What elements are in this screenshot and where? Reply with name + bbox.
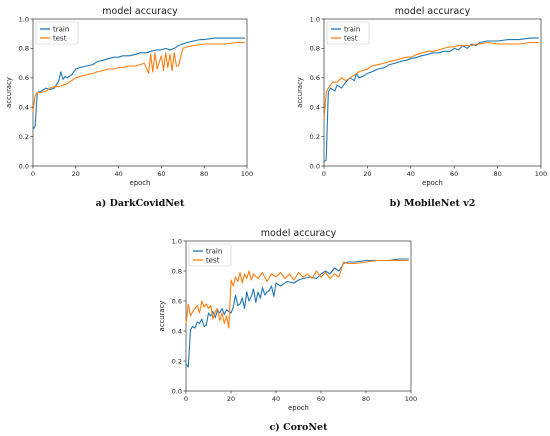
x-tick-label: 20 — [363, 170, 371, 178]
x-tick-label: 100 — [405, 395, 417, 403]
x-axis-label: epoch — [288, 404, 309, 412]
legend-label-train: train — [206, 247, 222, 255]
y-tick-label: 0.8 — [172, 267, 182, 275]
x-tick-label: 0 — [31, 170, 35, 178]
chart-2: model accuracy 0 20 40 60 80 100 0.0 0.2 0.4 0.6 0.… — [296, 6, 547, 209]
y-axis-label: accuracy — [296, 77, 304, 108]
x-axis-label: epoch — [422, 179, 443, 187]
x-tick-label: 20 — [72, 170, 80, 178]
y-tick-label: 0.6 — [172, 297, 182, 305]
y-tick-label: 0.4 — [19, 104, 29, 112]
legend-label-test: test — [53, 34, 67, 42]
y-tick-label: 1.0 — [19, 15, 29, 23]
y-tick-label: 1.0 — [310, 15, 320, 23]
x-tick-label: 20 — [227, 395, 235, 403]
legend-label-train: train — [344, 25, 360, 33]
legend-label-train: train — [53, 25, 69, 33]
plot-frame — [185, 240, 412, 392]
series-line-train — [323, 37, 539, 163]
x-tick-label: 60 — [157, 170, 165, 178]
y-tick-label: 0.2 — [172, 357, 182, 365]
plot-frame — [323, 18, 542, 167]
y-tick-label: 0.6 — [19, 74, 29, 82]
legend-label-test: test — [206, 256, 220, 264]
x-tick-label: 80 — [200, 170, 208, 178]
x-tick-label: 0 — [184, 395, 188, 403]
y-tick-label: 0.8 — [310, 45, 320, 53]
chart-caption: b) MobileNet v2 — [390, 198, 476, 209]
y-tick-label: 0.8 — [19, 45, 29, 53]
y-axis-label: accuracy — [5, 77, 13, 108]
x-tick-label: 80 — [493, 170, 501, 178]
y-tick-label: 0.2 — [19, 133, 29, 141]
y-tick-label: 0.0 — [310, 162, 320, 170]
series-line-test — [185, 259, 409, 329]
chart-title: model accuracy — [261, 228, 337, 239]
chart-3: model accuracy 0 20 40 60 80 100 0.0 0.2 0.4 0.6 0.… — [158, 228, 417, 433]
x-tick-label: 40 — [407, 170, 415, 178]
y-tick-label: 1.0 — [172, 237, 182, 245]
x-tick-label: 40 — [272, 395, 280, 403]
x-tick-label: 60 — [450, 170, 458, 178]
chart-1: model accuracy 0 20 40 60 80 100 0.0 0.2 0.4 0.6 0.… — [5, 6, 253, 209]
chart-title: model accuracy — [102, 6, 178, 17]
series-line-test — [323, 41, 539, 120]
x-tick-label: 0 — [322, 170, 326, 178]
y-tick-label: 0.6 — [310, 74, 320, 82]
chart-title: model accuracy — [395, 6, 471, 17]
x-tick-label: 100 — [535, 170, 547, 178]
y-tick-label: 0.4 — [172, 327, 182, 335]
y-axis-label: accuracy — [158, 301, 166, 332]
x-tick-label: 60 — [317, 395, 325, 403]
series-line-train — [185, 258, 409, 368]
x-tick-label: 80 — [362, 395, 370, 403]
chart-caption: a) DarkCovidNet — [96, 198, 185, 209]
y-tick-label: 0.4 — [310, 104, 320, 112]
legend-label-test: test — [344, 34, 358, 42]
series-line-train — [32, 37, 245, 130]
plot-frame — [32, 18, 248, 167]
x-tick-label: 40 — [114, 170, 122, 178]
chart-caption: c) CoroNet — [270, 422, 329, 433]
y-tick-label: 0.0 — [19, 162, 29, 170]
series-line-test — [32, 41, 245, 112]
y-tick-label: 0.0 — [172, 387, 182, 395]
y-tick-label: 0.2 — [310, 133, 320, 141]
x-axis-label: epoch — [130, 179, 151, 187]
x-tick-label: 100 — [241, 170, 253, 178]
